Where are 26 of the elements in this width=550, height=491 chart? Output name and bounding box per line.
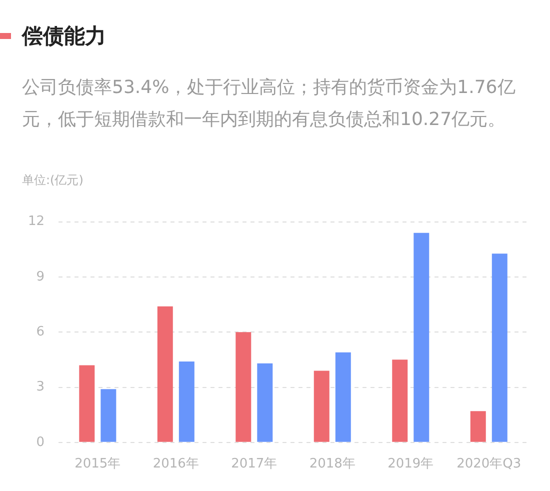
y-tick-label: 9 bbox=[36, 269, 45, 284]
y-tick-label: 6 bbox=[36, 324, 45, 340]
bar bbox=[100, 389, 116, 442]
bar bbox=[178, 362, 194, 442]
bar bbox=[257, 363, 273, 442]
bar bbox=[470, 411, 486, 442]
x-tick-label: 2019年 bbox=[388, 456, 434, 472]
bar bbox=[157, 306, 173, 442]
bar bbox=[392, 360, 408, 442]
chart-title: 偿债能力 bbox=[22, 23, 106, 50]
x-tick-label: 2018年 bbox=[309, 456, 356, 472]
x-tick-label: 2015年 bbox=[74, 456, 121, 472]
bar bbox=[79, 365, 95, 442]
x-tick-label: 2016年 bbox=[152, 456, 199, 472]
y-tick-label: 3 bbox=[36, 380, 45, 395]
bar bbox=[236, 332, 252, 442]
bar bbox=[414, 232, 430, 442]
x-tick-label: 2020年Q3 bbox=[456, 456, 522, 472]
x-tick-label: 2017年 bbox=[231, 456, 278, 472]
text: 单位:(亿元) bbox=[22, 172, 84, 189]
bar bbox=[492, 254, 508, 442]
chart-subtitle: 公司负债率53.4%，处于行业高位；持有的货币资金为1.76亿元，低于短期借款和一年内到期的有息负债总和10.27亿元。 bbox=[22, 76, 516, 132]
bar bbox=[314, 370, 330, 442]
y-tick-label: 12 bbox=[28, 214, 45, 230]
bar bbox=[335, 352, 351, 442]
y-tick-label: 0 bbox=[36, 434, 45, 450]
